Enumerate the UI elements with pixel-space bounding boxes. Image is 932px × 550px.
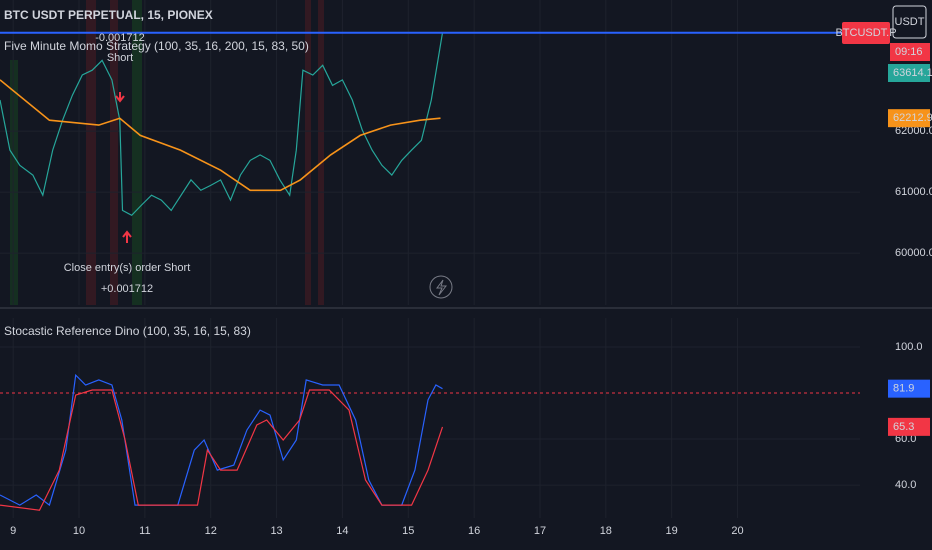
- series-line: [0, 389, 444, 511]
- last-value-label: 62212.9: [893, 112, 932, 124]
- zone: [132, 0, 142, 305]
- y-tick-label: 60.0: [895, 433, 916, 445]
- symbol-badge: [842, 22, 890, 44]
- currency-label[interactable]: USDT: [895, 16, 925, 28]
- last-value-box: [888, 64, 930, 82]
- x-tick-label: 11: [139, 525, 150, 537]
- symbol-badge-label: BTCUSDT.P: [835, 27, 896, 39]
- y-tick-label: 61000.0: [895, 186, 932, 198]
- x-tick-label: 10: [73, 525, 85, 537]
- last-value-label: 81.9: [893, 383, 914, 395]
- indicator-label: Stocastic Reference Dino (100, 35, 16, 1…: [4, 324, 251, 338]
- zone: [10, 60, 18, 305]
- last-value-label: 63614.1: [893, 67, 932, 79]
- replay-icon[interactable]: [429, 275, 453, 299]
- countdown-box: [890, 43, 930, 61]
- trade-annotation: Short: [107, 52, 133, 64]
- trade-annotation: -0.001712: [95, 32, 145, 44]
- zone: [305, 0, 311, 305]
- last-value-box: [888, 417, 930, 436]
- series-line: [0, 32, 444, 217]
- y-tick-label: 62000.0: [895, 125, 932, 137]
- x-tick-label: 13: [270, 525, 282, 537]
- short-arrow: [115, 92, 125, 103]
- zone: [318, 0, 324, 305]
- x-tick-label: 18: [600, 525, 612, 537]
- y-tick-label: 40.0: [895, 479, 916, 491]
- last-value-label: 65.3: [893, 421, 914, 433]
- x-tick-label: 15: [402, 525, 414, 537]
- series-line: [0, 79, 441, 192]
- chart-title: BTC USDT PERPETUAL, 15, PIONEX: [4, 8, 213, 22]
- x-tick-label: 16: [468, 525, 480, 537]
- trade-annotation: Close entry(s) order Short: [64, 262, 191, 274]
- trade-annotation: +0.001712: [101, 283, 153, 295]
- signal-zones: [10, 0, 324, 305]
- close-arrow: [122, 230, 132, 243]
- zone: [86, 0, 96, 305]
- x-tick-label: 20: [731, 525, 743, 537]
- plot-layer: 60000.0 61000.0 62000.0 63614.1 62212.9 -0.00…: [0, 0, 932, 537]
- y-tick-label: 100.0: [895, 341, 923, 353]
- last-value-box: [888, 109, 930, 128]
- x-tick-label: 9: [10, 525, 16, 537]
- countdown-label: 09:16: [895, 46, 923, 58]
- zone: [110, 0, 118, 305]
- last-value-box: [888, 379, 930, 398]
- strategy-label: Five Minute Momo Strategy (100, 35, 16, …: [4, 39, 309, 53]
- replay-icon-bolt: [436, 279, 448, 296]
- currency-button[interactable]: [892, 5, 927, 39]
- x-tick-label: 17: [534, 525, 546, 537]
- x-tick-label: 14: [336, 525, 348, 537]
- y-tick-label: 60000.0: [895, 247, 932, 259]
- x-tick-label: 12: [205, 525, 217, 537]
- x-tick-label: 19: [666, 525, 678, 537]
